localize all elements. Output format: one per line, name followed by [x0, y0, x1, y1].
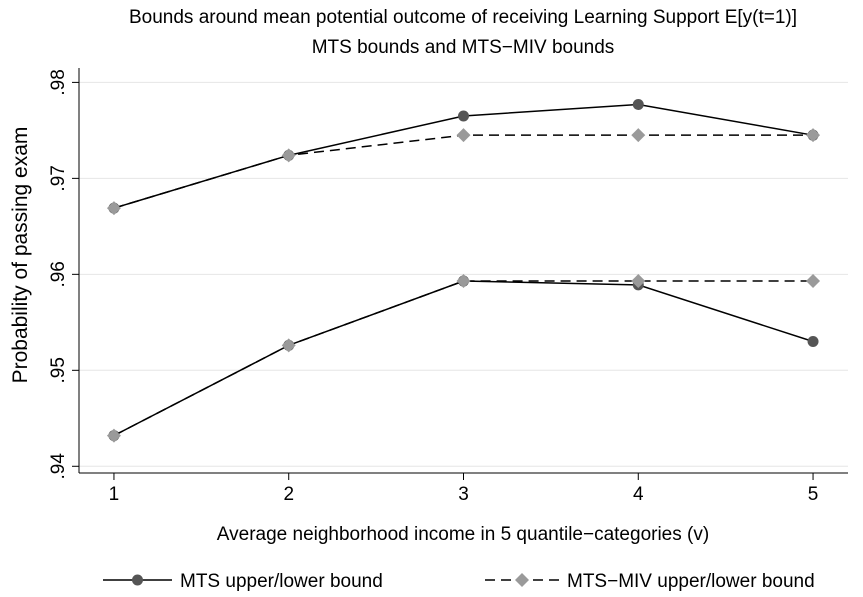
series-layer	[106, 98, 821, 443]
x-axis-label: Average neighborhood income in 5 quantil…	[217, 524, 709, 545]
data-point-diamond	[281, 148, 296, 163]
y-tick-label-3: .97	[48, 165, 69, 191]
data-point-diamond	[631, 128, 646, 143]
legend-label: MTS−MIV upper/lower bound	[567, 571, 815, 592]
y-axis-label: Probability of passing exam	[9, 127, 32, 384]
data-point-circle	[632, 98, 644, 110]
series-mts-miv-lower-bound	[106, 274, 821, 443]
x-tick-label-3: 4	[633, 484, 644, 505]
data-point-diamond	[106, 428, 121, 443]
data-point-diamond	[106, 201, 121, 216]
y-tick-label-0: .94	[48, 453, 69, 480]
series-line	[113, 280, 814, 437]
series-mts-miv-upper-bound	[106, 128, 821, 216]
data-point-diamond	[806, 128, 821, 143]
chart-subtitle: MTS bounds and MTS−MIV bounds	[312, 37, 615, 58]
data-point-diamond	[456, 128, 471, 143]
legend-item-0: MTS upper/lower bound	[103, 571, 383, 592]
legend-marker-circle	[132, 574, 143, 586]
tick-labels: .94 .95 .96 .97 .98 1 2 3 4 5	[48, 69, 818, 505]
y-tick-label-4: .98	[48, 69, 69, 95]
legend-label: MTS upper/lower bound	[180, 571, 383, 592]
x-tick-label-2: 3	[458, 484, 469, 505]
data-point-circle	[807, 336, 819, 348]
data-point-diamond	[806, 274, 821, 289]
data-point-diamond	[456, 274, 471, 289]
x-tick-label-4: 5	[808, 484, 819, 505]
y-tick-label-2: .96	[48, 261, 69, 287]
data-point-diamond	[281, 338, 296, 353]
x-tick-label-1: 2	[283, 484, 294, 505]
legend: MTS upper/lower bound MTS−MIV upper/lower…	[103, 571, 815, 592]
data-point-diamond	[631, 274, 646, 289]
legend-marker-diamond	[515, 573, 529, 587]
y-tick-label-1: .95	[48, 357, 69, 383]
legend-item-1: MTS−MIV upper/lower bound	[485, 571, 815, 592]
x-tick-label-0: 1	[109, 484, 120, 505]
data-point-circle	[458, 110, 469, 122]
chart-title: Bounds around mean potential outcome of …	[129, 7, 797, 28]
